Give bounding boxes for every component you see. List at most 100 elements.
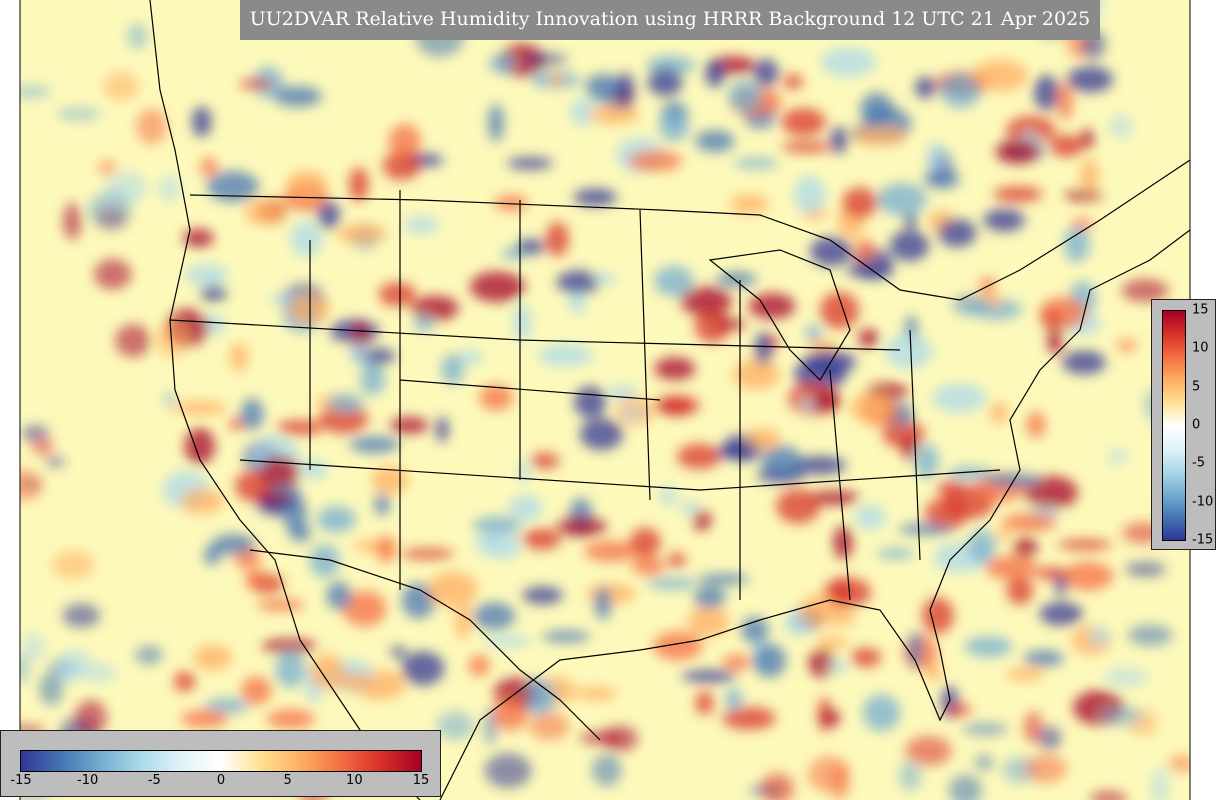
field-blob xyxy=(469,271,525,303)
field-blob xyxy=(831,764,850,800)
field-blob xyxy=(1167,754,1190,772)
field-blob xyxy=(336,223,387,245)
field-blob xyxy=(1024,475,1078,510)
field-blob xyxy=(1039,296,1087,329)
field-blob xyxy=(436,711,475,741)
field-blob xyxy=(82,663,117,683)
field-blob xyxy=(716,272,757,287)
field-blob xyxy=(1079,158,1099,193)
field-blob xyxy=(1062,350,1106,375)
field-blob xyxy=(875,548,915,559)
field-blob xyxy=(733,157,779,169)
field-blob xyxy=(972,59,1028,92)
boundaries xyxy=(149,0,1190,800)
field-blob xyxy=(591,753,622,787)
field-blob xyxy=(134,645,164,665)
field-blob xyxy=(686,606,730,638)
field-blob xyxy=(589,105,640,125)
colorbar xyxy=(1162,310,1186,541)
field-blob xyxy=(947,466,993,481)
field-blob xyxy=(914,76,936,99)
field-blob xyxy=(855,238,875,263)
field-blob xyxy=(316,505,357,533)
field-blob xyxy=(948,774,983,800)
field-blob xyxy=(716,444,758,460)
field-blob xyxy=(724,688,743,711)
field-blob xyxy=(528,711,570,741)
field-blob xyxy=(211,534,256,555)
field-blob xyxy=(792,455,847,475)
field-blob xyxy=(158,175,181,202)
colorbar-tick-label: -10 xyxy=(77,773,99,788)
field-blob xyxy=(31,439,54,455)
field-blob xyxy=(781,141,832,153)
field-blob xyxy=(371,466,409,495)
field-blob xyxy=(38,672,64,706)
field-blob xyxy=(326,581,352,611)
field-blob xyxy=(852,125,908,147)
field-blob xyxy=(810,490,860,506)
field-blob xyxy=(799,594,839,627)
colorbar-tick-label: -5 xyxy=(1192,455,1205,471)
field-blob xyxy=(667,552,687,568)
field-blob xyxy=(573,386,607,418)
field-blob xyxy=(729,194,769,214)
field-blob xyxy=(573,188,618,207)
field-blob xyxy=(244,199,284,225)
field-blob xyxy=(823,577,872,608)
field-blob xyxy=(931,383,987,413)
field-blob xyxy=(507,157,553,170)
field-blob xyxy=(1127,624,1173,646)
field-blob xyxy=(842,187,878,219)
colorbar-tick-label: -10 xyxy=(1192,494,1214,510)
field-blob xyxy=(472,516,522,535)
field-blob xyxy=(401,651,445,686)
field-blob xyxy=(692,509,712,531)
field-blob xyxy=(579,730,622,745)
field-blob xyxy=(820,710,841,727)
field-blob xyxy=(803,350,857,375)
field-blob xyxy=(594,586,612,620)
field-blob xyxy=(647,68,683,97)
field-blob xyxy=(898,523,953,535)
border xyxy=(169,319,1001,491)
field-blob xyxy=(854,504,886,531)
field-blob xyxy=(1064,189,1103,201)
colorbar-tick-label: 0 xyxy=(1192,417,1201,433)
field-blob xyxy=(1121,278,1169,303)
field-blob xyxy=(693,586,726,609)
field-blob xyxy=(20,85,51,98)
field-blob xyxy=(256,599,305,612)
field-blob xyxy=(185,264,229,287)
field-blob xyxy=(530,453,560,469)
field-blob xyxy=(20,652,29,685)
field-blob xyxy=(98,159,117,176)
field-blob xyxy=(925,497,967,531)
field-blob xyxy=(722,654,752,671)
field-blob xyxy=(808,648,835,678)
field-blob xyxy=(348,167,369,202)
field-blob xyxy=(282,495,308,533)
field-blob xyxy=(979,277,996,294)
field-blob xyxy=(753,643,787,678)
field-blob xyxy=(697,573,749,585)
field-blob xyxy=(997,527,1010,541)
field-blob xyxy=(479,384,514,411)
field-blob xyxy=(508,495,543,521)
field-blob xyxy=(1023,650,1065,667)
field-blob xyxy=(52,550,95,580)
field-blob xyxy=(288,293,330,325)
field-blob xyxy=(983,208,1026,232)
field-blob xyxy=(858,328,879,348)
field-blob xyxy=(1034,567,1067,580)
field-blob xyxy=(809,236,853,267)
field-blob xyxy=(781,107,826,136)
field-blob xyxy=(556,270,601,295)
field-blob xyxy=(1006,667,1046,681)
field-blob xyxy=(261,638,317,654)
field-blob xyxy=(660,485,676,506)
field-blob xyxy=(862,694,901,732)
field-blob xyxy=(922,597,954,634)
field-blob xyxy=(241,676,272,705)
